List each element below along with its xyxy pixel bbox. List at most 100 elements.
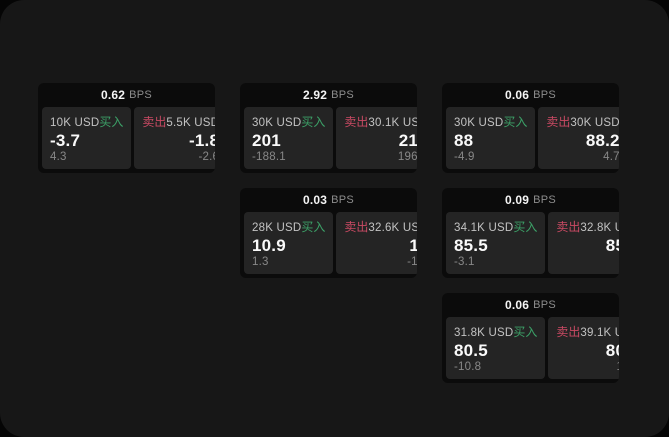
buy-panel[interactable]: 10K USD 买入 -3.7 4.3 bbox=[42, 107, 132, 169]
sell-panel-top: 卖出 32.8K USD bbox=[556, 218, 619, 235]
card-header: 0.06 BPS bbox=[442, 83, 619, 107]
bps-value: 2.92 bbox=[302, 88, 328, 102]
buy-delta-value: 1.3 bbox=[252, 256, 269, 268]
buy-amount-label: 30K USD bbox=[454, 117, 504, 129]
bps-unit: BPS bbox=[533, 89, 557, 101]
card-header: 0.06 BPS bbox=[442, 293, 619, 317]
buy-panel[interactable]: 31.8K USD 买入 80.5 -10.8 bbox=[446, 317, 546, 379]
sell-label: 卖出 bbox=[344, 220, 369, 234]
buy-price-value: 88 bbox=[454, 131, 474, 150]
card-body: 34.1K USD 买入 85.5 -3.1 卖出 32.8K USD 85.8… bbox=[442, 212, 619, 278]
bps-value: 0.09 bbox=[504, 193, 530, 207]
buy-amount-label: 34.1K USD bbox=[454, 222, 514, 234]
buy-delta-value: -188.1 bbox=[252, 151, 286, 163]
bps-unit: BPS bbox=[533, 194, 557, 206]
buy-price-value: 85.5 bbox=[454, 236, 488, 255]
sell-price-value: 85.8 bbox=[605, 236, 619, 255]
card-header: 0.62 BPS bbox=[38, 83, 215, 107]
sell-label: 卖出 bbox=[556, 325, 581, 339]
buy-label: 买入 bbox=[503, 115, 528, 129]
bps-value: 0.06 bbox=[504, 88, 530, 102]
bps-value: 0.62 bbox=[100, 88, 126, 102]
sell-amount-label: 5.5K USD bbox=[166, 117, 215, 129]
quote-card: 0.03 BPS 28K USD 买入 10.9 1.3 卖出 32.6K US… bbox=[240, 188, 417, 278]
buy-amount-label: 28K USD bbox=[252, 222, 302, 234]
sell-panel[interactable]: 卖出 32.8K USD 85.8 3.0 bbox=[548, 212, 619, 274]
sell-price-value: 210 bbox=[398, 131, 417, 150]
buy-delta-value: -10.8 bbox=[454, 361, 482, 373]
quote-card: 0.06 BPS 30K USD 买入 88 -4.9 卖出 30K USD 8… bbox=[442, 83, 619, 173]
sell-price-value: 88.2 bbox=[585, 131, 619, 150]
buy-label: 买入 bbox=[301, 115, 326, 129]
buy-panel-top: 31.8K USD 买入 bbox=[454, 323, 537, 340]
sell-panel[interactable]: 卖出 30.1K USD 210 196.5 bbox=[336, 107, 417, 169]
buy-amount-label: 10K USD bbox=[50, 117, 100, 129]
buy-price-value: 201 bbox=[252, 131, 281, 150]
buy-price-value: 80.5 bbox=[454, 341, 488, 360]
sell-amount-label: 39.1K USD bbox=[580, 327, 619, 339]
buy-label: 买入 bbox=[301, 220, 326, 234]
buy-panel-top: 28K USD 买入 bbox=[252, 218, 325, 235]
buy-delta-value: 4.3 bbox=[50, 151, 67, 163]
sell-price-value: -1.8 bbox=[189, 131, 215, 150]
sell-delta-value: -2.6 bbox=[198, 151, 215, 163]
buy-panel[interactable]: 28K USD 买入 10.9 1.3 bbox=[244, 212, 334, 274]
card-body: 28K USD 买入 10.9 1.3 卖出 32.6K USD 11 -1.8 bbox=[240, 212, 417, 278]
buy-price-value: 10.9 bbox=[252, 236, 286, 255]
buy-delta-value: -4.9 bbox=[454, 151, 475, 163]
sell-price-value: 80.7 bbox=[605, 341, 619, 360]
card-header: 0.09 BPS bbox=[442, 188, 619, 212]
sell-panel-top: 卖出 32.6K USD bbox=[344, 218, 417, 235]
sell-price-value: 11 bbox=[409, 236, 417, 255]
buy-amount-label: 31.8K USD bbox=[454, 327, 514, 339]
cards-grid: 0.62 BPS 10K USD 买入 -3.7 4.3 卖出 5.5K USD… bbox=[38, 83, 619, 383]
card-header: 0.03 BPS bbox=[240, 188, 417, 212]
quote-card: 2.92 BPS 30K USD 买入 201 -188.1 卖出 30.1K … bbox=[240, 83, 417, 173]
sell-panel[interactable]: 卖出 39.1K USD 80.7 10.2 bbox=[548, 317, 619, 379]
sell-panel[interactable]: 卖出 5.5K USD -1.8 -2.6 bbox=[134, 107, 215, 169]
buy-label: 买入 bbox=[513, 220, 538, 234]
bps-unit: BPS bbox=[331, 194, 355, 206]
sell-label: 卖出 bbox=[546, 115, 571, 129]
sell-amount-label: 32.8K USD bbox=[580, 222, 619, 234]
buy-panel[interactable]: 34.1K USD 买入 85.5 -3.1 bbox=[446, 212, 546, 274]
card-body: 30K USD 买入 88 -4.9 卖出 30K USD 88.2 4.7 bbox=[442, 107, 619, 173]
quote-card: 0.09 BPS 34.1K USD 买入 85.5 -3.1 卖出 32.8K… bbox=[442, 188, 619, 278]
sell-delta-value: 3.0 bbox=[556, 256, 619, 268]
quote-card: 0.06 BPS 31.8K USD 买入 80.5 -10.8 卖出 39.1… bbox=[442, 293, 619, 383]
buy-label: 买入 bbox=[513, 325, 538, 339]
sell-panel[interactable]: 卖出 32.6K USD 11 -1.8 bbox=[336, 212, 417, 274]
sell-panel-top: 卖出 39.1K USD bbox=[556, 323, 619, 340]
buy-panel-top: 30K USD 买入 bbox=[252, 113, 325, 130]
bps-value: 0.03 bbox=[302, 193, 328, 207]
buy-price-value: -3.7 bbox=[50, 131, 81, 150]
sell-panel-top: 卖出 30K USD bbox=[546, 113, 619, 130]
bps-unit: BPS bbox=[331, 89, 355, 101]
sell-amount-label: 30K USD bbox=[570, 117, 619, 129]
sell-delta-value: 10.2 bbox=[556, 361, 620, 373]
sell-label: 卖出 bbox=[556, 220, 581, 234]
buy-delta-value: -3.1 bbox=[454, 256, 475, 268]
card-body: 10K USD 买入 -3.7 4.3 卖出 5.5K USD -1.8 -2.… bbox=[38, 107, 215, 173]
sell-delta-value: 4.7 bbox=[603, 151, 619, 163]
bps-unit: BPS bbox=[533, 299, 557, 311]
bps-unit: BPS bbox=[129, 89, 153, 101]
sell-panel[interactable]: 卖出 30K USD 88.2 4.7 bbox=[538, 107, 619, 169]
sell-amount-label: 32.6K USD bbox=[368, 222, 417, 234]
buy-panel[interactable]: 30K USD 买入 201 -188.1 bbox=[244, 107, 334, 169]
sell-amount-label: 30.1K USD bbox=[368, 117, 417, 129]
sell-delta-value: 196.5 bbox=[397, 151, 417, 163]
buy-panel-top: 34.1K USD 买入 bbox=[454, 218, 537, 235]
sell-panel-top: 卖出 5.5K USD bbox=[142, 113, 215, 130]
sell-label: 卖出 bbox=[142, 115, 167, 129]
sell-panel-top: 卖出 30.1K USD bbox=[344, 113, 417, 130]
card-header: 2.92 BPS bbox=[240, 83, 417, 107]
quote-card: 0.62 BPS 10K USD 买入 -3.7 4.3 卖出 5.5K USD… bbox=[38, 83, 215, 173]
card-body: 30K USD 买入 201 -188.1 卖出 30.1K USD 210 1… bbox=[240, 107, 417, 173]
buy-label: 买入 bbox=[99, 115, 124, 129]
bps-value: 0.06 bbox=[504, 298, 530, 312]
buy-amount-label: 30K USD bbox=[252, 117, 302, 129]
sell-label: 卖出 bbox=[344, 115, 369, 129]
buy-panel[interactable]: 30K USD 买入 88 -4.9 bbox=[446, 107, 536, 169]
